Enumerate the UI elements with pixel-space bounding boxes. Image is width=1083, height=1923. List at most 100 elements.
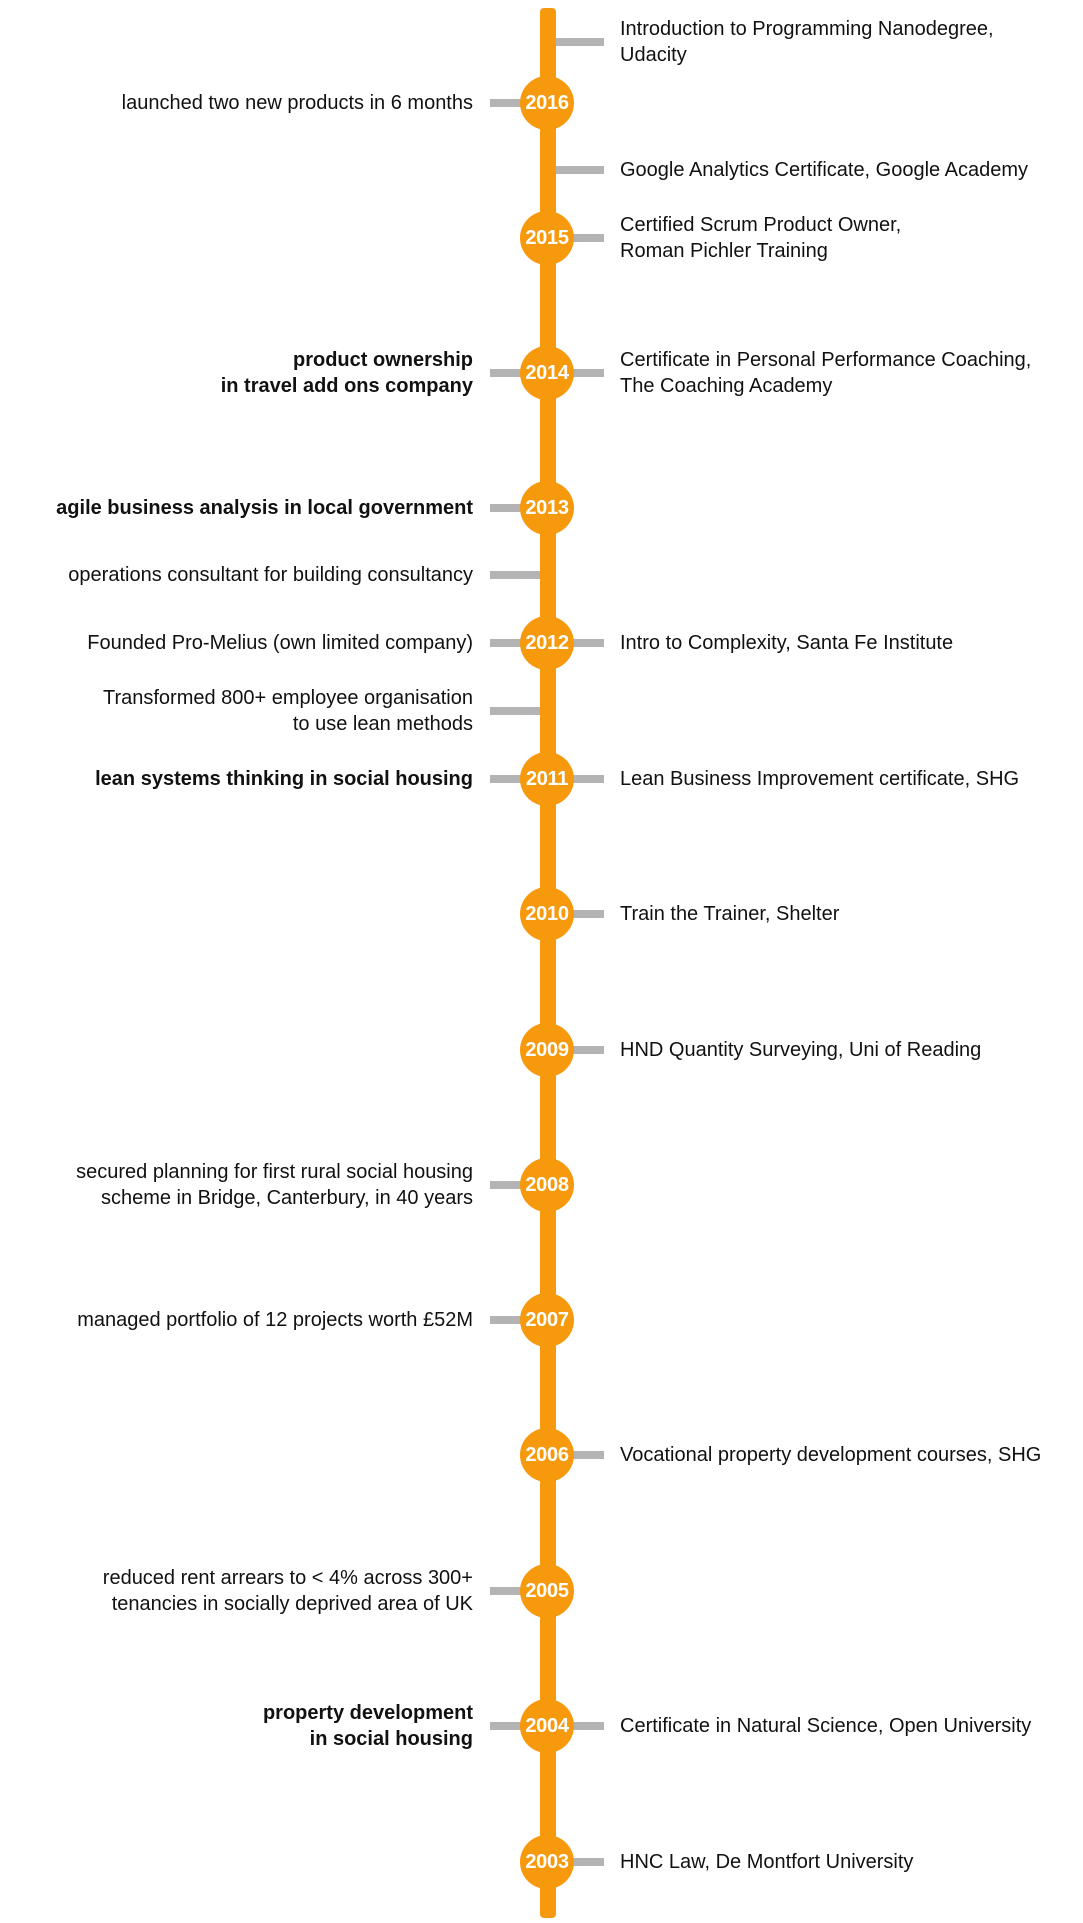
education-entry-line: Certified Scrum Product Owner, (620, 214, 902, 236)
year-label: 2005 (525, 1579, 569, 1602)
left-connector (490, 1587, 540, 1595)
career-entry-line: managed portfolio of 12 projects worth £… (77, 1309, 473, 1331)
career-entry: Founded Pro-Melius (own limited company) (87, 630, 473, 656)
education-entry-line: HND Quantity Surveying, Uni of Reading (620, 1039, 982, 1061)
education-entry-line: Udacity (620, 44, 687, 66)
year-node: 2003 (520, 1835, 574, 1889)
year-label: 2015 (525, 226, 569, 249)
right-connector (556, 910, 604, 918)
education-entry: Vocational property development courses,… (620, 1442, 1041, 1468)
education-entry: HND Quantity Surveying, Uni of Reading (620, 1037, 981, 1063)
year-label: 2008 (525, 1173, 569, 1196)
year-node: 2004 (520, 1699, 574, 1753)
career-entry: secured planning for first rural social … (76, 1159, 473, 1211)
career-entry: Transformed 800+ employee organisation to… (103, 685, 473, 737)
year-node: 2007 (520, 1293, 574, 1347)
year-label: 2011 (525, 767, 569, 790)
education-entry-line: Roman Pichler Training (620, 240, 828, 262)
career-entry-line: product ownership (293, 349, 473, 371)
education-entry: Intro to Complexity, Santa Fe Institute (620, 630, 953, 656)
right-connector (556, 1451, 604, 1459)
left-connector (490, 504, 540, 512)
left-connector (490, 1316, 540, 1324)
year-label: 2006 (525, 1443, 569, 1466)
right-connector (556, 166, 604, 174)
timeline-spine (540, 8, 556, 1918)
career-entry: property development in social housing (263, 1700, 473, 1752)
education-entry: Certificate in Natural Science, Open Uni… (620, 1713, 1031, 1739)
right-connector (556, 639, 604, 647)
left-connector (490, 707, 540, 715)
education-entry: Certificate in Personal Performance Coac… (620, 347, 1031, 399)
year-label: 2004 (525, 1714, 569, 1737)
education-entry-line: Intro to Complexity, Santa Fe Institute (620, 632, 954, 654)
right-connector (556, 1722, 604, 1730)
career-entry-line: reduced rent arrears to < 4% across 300+ (102, 1567, 473, 1589)
career-entry-line: Founded Pro-Melius (own limited company) (87, 632, 473, 654)
education-entry: HNC Law, De Montfort University (620, 1849, 913, 1875)
career-entry-line: to use lean methods (292, 713, 473, 735)
education-entry-line: Train the Trainer, Shelter (620, 903, 840, 925)
career-entry: product ownership in travel add ons compa… (221, 347, 473, 399)
year-node: 2010 (520, 887, 574, 941)
career-entry-line: agile business analysis in local governm… (56, 497, 473, 519)
career-entry-line: launched two new products in 6 months (121, 92, 473, 114)
year-label: 2016 (525, 91, 569, 114)
year-node: 2016 (520, 76, 574, 130)
left-connector (490, 1181, 540, 1189)
year-label: 2012 (525, 631, 569, 654)
year-node: 2012 (520, 616, 574, 670)
year-node: 2008 (520, 1158, 574, 1212)
career-entry-line: property development (262, 1702, 473, 1724)
right-connector (556, 1858, 604, 1866)
year-label: 2010 (525, 902, 569, 925)
right-connector (556, 775, 604, 783)
career-entry: reduced rent arrears to < 4% across 300+… (103, 1565, 473, 1617)
left-connector (490, 99, 540, 107)
education-entry-line: Certificate in Natural Science, Open Uni… (620, 1715, 1032, 1737)
education-entry-line: Certificate in Personal Performance Coac… (620, 349, 1032, 371)
career-entry-line: scheme in Bridge, Canterbury, in 40 year… (100, 1187, 473, 1209)
education-entry: Certified Scrum Product Owner, Roman Pich… (620, 212, 901, 264)
year-label: 2013 (525, 496, 569, 519)
career-entry: agile business analysis in local governm… (56, 495, 473, 521)
year-node: 2011 (520, 752, 574, 806)
left-connector (490, 639, 540, 647)
right-connector (556, 234, 604, 242)
education-entry-line: Vocational property development courses,… (620, 1444, 1042, 1466)
education-entry: Introduction to Programming Nanodegree, U… (620, 16, 994, 68)
year-label: 2003 (525, 1850, 569, 1873)
career-entry-line: Transformed 800+ employee organisation (102, 687, 473, 709)
year-node: 2015 (520, 211, 574, 265)
year-node: 2005 (520, 1564, 574, 1618)
year-label: 2014 (525, 361, 569, 384)
education-entry-line: The Coaching Academy (620, 375, 833, 397)
career-entry-line: in social housing (309, 1728, 473, 1750)
career-entry-line: operations consultant for building consu… (68, 564, 473, 586)
career-entry: operations consultant for building consu… (68, 562, 473, 588)
year-node: 2014 (520, 346, 574, 400)
career-entry: managed portfolio of 12 projects worth £… (77, 1307, 473, 1333)
career-entry-line: secured planning for first rural social … (76, 1161, 473, 1183)
career-entry: lean systems thinking in social housing (95, 766, 473, 792)
left-connector (490, 571, 540, 579)
left-connector (490, 369, 540, 377)
left-connector (490, 1722, 540, 1730)
career-entry-line: tenancies in socially deprived area of U… (111, 1593, 473, 1615)
career-entry: launched two new products in 6 months (122, 90, 473, 116)
year-label: 2007 (525, 1308, 569, 1331)
education-entry: Google Analytics Certificate, Google Aca… (620, 157, 1028, 183)
education-entry-line: Google Analytics Certificate, Google Aca… (620, 159, 1028, 181)
year-node: 2009 (520, 1023, 574, 1077)
education-entry: Train the Trainer, Shelter (620, 901, 839, 927)
career-entry-line: lean systems thinking in social housing (95, 768, 473, 790)
education-entry-line: Lean Business Improvement certificate, S… (620, 768, 1020, 790)
year-label: 2009 (525, 1038, 569, 1061)
education-entry-line: Introduction to Programming Nanodegree, (620, 18, 994, 40)
career-entry-line: in travel add ons company (220, 375, 473, 397)
year-node: 2013 (520, 481, 574, 535)
education-entry: Lean Business Improvement certificate, S… (620, 766, 1019, 792)
right-connector (556, 369, 604, 377)
right-connector (556, 38, 604, 46)
